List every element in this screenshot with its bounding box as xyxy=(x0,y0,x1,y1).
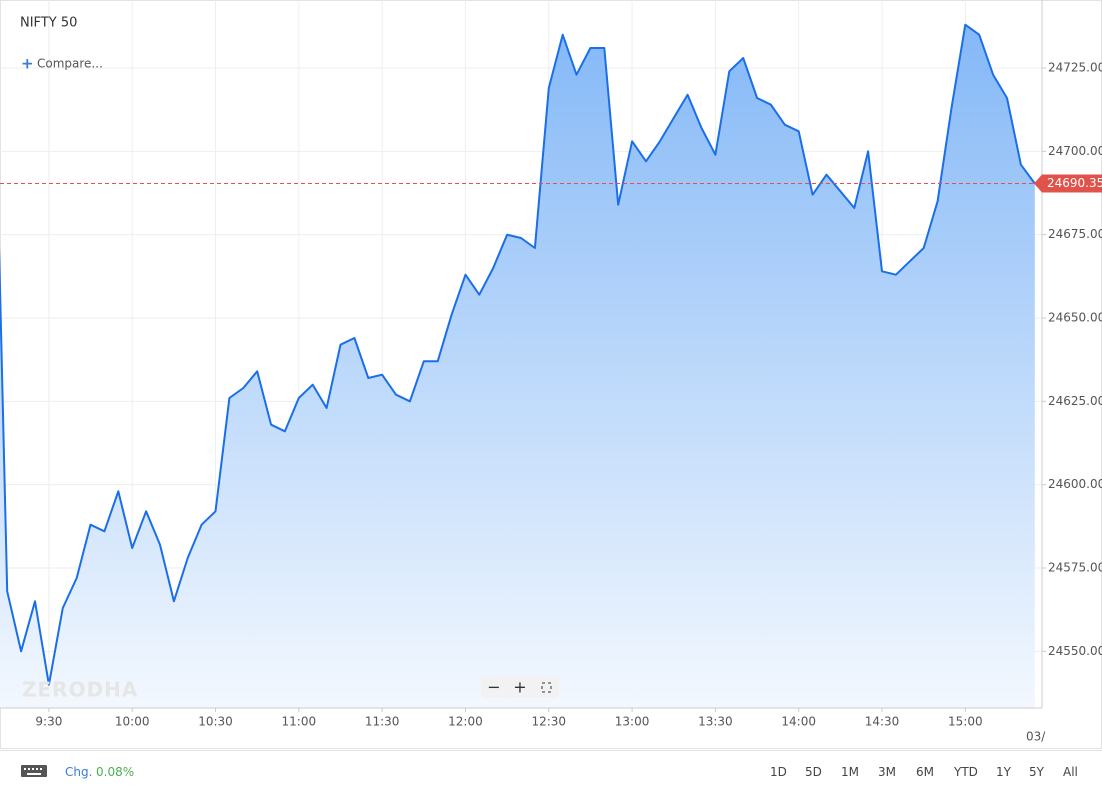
watermark: ZERODHA xyxy=(22,678,138,702)
zoom-controls: − + xyxy=(481,677,559,698)
chart: NIFTY 50 + Compare... ZERODHA − + 03/ 24… xyxy=(0,0,1102,749)
keyboard-icon[interactable] xyxy=(20,763,48,779)
last-price-tag xyxy=(1034,174,1102,193)
compare-button[interactable]: Compare... xyxy=(37,57,103,71)
range-button[interactable]: 5D xyxy=(805,765,822,779)
range-button[interactable]: 1Y xyxy=(996,765,1011,779)
range-button[interactable]: 1M xyxy=(841,765,859,779)
range-button[interactable]: 5Y xyxy=(1029,765,1044,779)
area-fill xyxy=(0,24,1035,708)
x-tick-label: 10:00 xyxy=(115,715,150,729)
footer: Chg. 0.08% 1D 5D 1M 3M 6M YTD 1Y 5Y All xyxy=(0,750,1102,797)
y-tick-label: 24675.00 xyxy=(1048,227,1102,241)
x-tick-label: 15:00 xyxy=(948,715,983,729)
range-button[interactable]: YTD xyxy=(954,765,978,779)
x-tick-label: 13:00 xyxy=(615,715,650,729)
zoom-out[interactable]: − xyxy=(487,678,500,697)
last-price-label: 24690.35 xyxy=(1047,176,1102,190)
y-tick-label: 24625.00 xyxy=(1048,394,1102,408)
price-line xyxy=(0,23,1036,686)
range-button[interactable]: 6M xyxy=(916,765,934,779)
y-tick-label: 24550.00 xyxy=(1048,644,1102,658)
x-tick-label: 11:00 xyxy=(282,715,317,729)
range-button[interactable]: 1D xyxy=(770,765,787,779)
x-tick-label: 12:00 xyxy=(448,715,483,729)
x-tick-label: 14:30 xyxy=(865,715,900,729)
y-tick-label: 24700.00 xyxy=(1048,144,1102,158)
y-tick-label: 24575.00 xyxy=(1048,561,1102,575)
range-button[interactable]: 3M xyxy=(878,765,896,779)
x-tick-label: 12:30 xyxy=(531,715,566,729)
compare-icon: + xyxy=(21,55,34,73)
zoom-in[interactable]: + xyxy=(513,678,526,697)
change-value: 0.08% xyxy=(96,765,135,779)
y-tick-label: 24725.00 xyxy=(1048,61,1102,75)
change-label: Chg. xyxy=(65,765,93,779)
y-tick-label: 24600.00 xyxy=(1048,477,1102,491)
x-tick-label: 11:30 xyxy=(365,715,400,729)
x-tick-label: 10:30 xyxy=(198,715,233,729)
chart-title: NIFTY 50 xyxy=(20,16,77,31)
y-tick-label: 24650.00 xyxy=(1048,311,1102,325)
date-label: 03/ xyxy=(1026,730,1046,744)
range-button[interactable]: All xyxy=(1063,765,1078,779)
zoom-reset[interactable] xyxy=(541,682,552,693)
zoom-bg xyxy=(481,677,559,698)
x-tick-label: 13:30 xyxy=(698,715,733,729)
x-tick-label: 9:30 xyxy=(35,715,62,729)
x-tick-label: 14:00 xyxy=(781,715,816,729)
